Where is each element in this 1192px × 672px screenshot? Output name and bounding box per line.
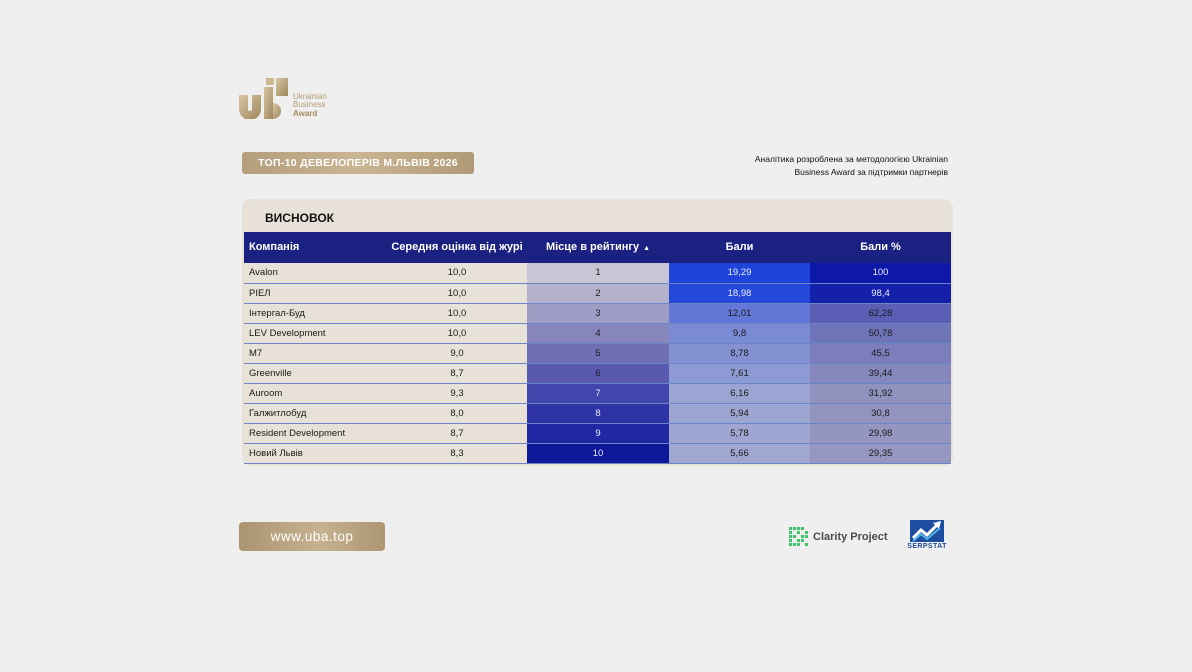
logo-line-2: Business xyxy=(293,100,326,109)
uba-logo-icon xyxy=(239,78,288,119)
cell-jury-score: 8,7 xyxy=(387,423,527,444)
cell-rank: 3 xyxy=(527,303,669,324)
cell-jury-score: 8,0 xyxy=(387,403,527,424)
cell-company: Resident Development xyxy=(244,423,387,444)
table-row[interactable]: LEV Development 10,0 4 9,8 50,78 xyxy=(244,323,951,344)
column-header-rank-label: Місце в рейтингу xyxy=(545,240,640,253)
cell-rank: 7 xyxy=(527,383,669,404)
cell-points-percent: 39,44 xyxy=(810,363,951,384)
cell-points-percent: 31,92 xyxy=(810,383,951,404)
cell-company: LEV Development xyxy=(244,323,387,344)
cell-jury-score: 10,0 xyxy=(387,323,527,344)
cell-rank: 1 xyxy=(527,263,669,284)
cell-jury-score: 9,0 xyxy=(387,343,527,364)
cell-rank: 5 xyxy=(527,343,669,364)
table-row[interactable]: Greenville 8,7 6 7,61 39,44 xyxy=(244,363,951,384)
cell-points-percent: 100 xyxy=(810,263,951,284)
cell-jury-score: 10,0 xyxy=(387,263,527,284)
cell-points-percent: 30,8 xyxy=(810,403,951,424)
cell-company: Інтергал-Буд xyxy=(244,303,387,324)
ranking-table: Компанія Середня оцінка від журі Місце в… xyxy=(244,232,951,464)
cell-points: 9,8 xyxy=(669,323,810,344)
table-row[interactable]: Новий Львів 8,3 10 5,66 29,35 xyxy=(244,443,951,464)
cell-company: M7 xyxy=(244,343,387,364)
cell-points-percent: 45,5 xyxy=(810,343,951,364)
cell-company: Auroom xyxy=(244,383,387,404)
cell-points: 8,78 xyxy=(669,343,810,364)
cell-jury-score: 8,7 xyxy=(387,363,527,384)
table-header-row: Компанія Середня оцінка від журі Місце в… xyxy=(244,232,951,263)
cell-points-percent: 62,28 xyxy=(810,303,951,324)
cell-points: 18,98 xyxy=(669,283,810,304)
cell-points-percent: 50,78 xyxy=(810,323,951,344)
table-row[interactable]: M7 9,0 5 8,78 45,5 xyxy=(244,343,951,364)
serpstat-label: SERPSTAT xyxy=(907,543,947,550)
table-row[interactable]: Інтергал-Буд 10,0 3 12,01 62,28 xyxy=(244,303,951,324)
table-row[interactable]: Галжитлобуд 8,0 8 5,94 30,8 xyxy=(244,403,951,424)
cell-jury-score: 9,3 xyxy=(387,383,527,404)
clarity-project-icon xyxy=(789,527,808,546)
serpstat-logo: SERPSTAT xyxy=(905,520,949,550)
column-header-points-percent[interactable]: Бали % xyxy=(810,232,951,263)
page-title: ТОП-10 ДЕВЕЛОПЕРІВ М.ЛЬВІВ 2026 xyxy=(242,152,474,174)
cell-company: Greenville xyxy=(244,363,387,384)
column-header-jury-score[interactable]: Середня оцінка від журі xyxy=(387,232,527,263)
cell-company: РІЕЛ xyxy=(244,283,387,304)
cell-jury-score: 10,0 xyxy=(387,283,527,304)
serpstat-icon xyxy=(910,520,944,542)
cell-jury-score: 10,0 xyxy=(387,303,527,324)
table-row[interactable]: РІЕЛ 10,0 2 18,98 98,4 xyxy=(244,283,951,304)
cell-rank: 2 xyxy=(527,283,669,304)
cell-jury-score: 8,3 xyxy=(387,443,527,464)
methodology-note: Аналітика розроблена за методологією Ukr… xyxy=(680,153,948,179)
cell-points: 5,94 xyxy=(669,403,810,424)
cell-points: 5,78 xyxy=(669,423,810,444)
note-line-1: Аналітика розроблена за методологією Ukr… xyxy=(754,154,948,164)
website-link[interactable]: www.uba.top xyxy=(239,522,385,551)
cell-points-percent: 29,98 xyxy=(810,423,951,444)
table-row[interactable]: Resident Development 8,7 9 5,78 29,98 xyxy=(244,423,951,444)
uba-logo-text: Ukrainian Business Award xyxy=(293,91,327,120)
column-header-points[interactable]: Бали xyxy=(669,232,810,263)
cell-points: 6,16 xyxy=(669,383,810,404)
cell-rank: 10 xyxy=(527,443,669,464)
note-line-2: Business Award за підтримки партнерів xyxy=(794,167,948,177)
column-header-company[interactable]: Компанія xyxy=(244,232,387,263)
cell-company: Галжитлобуд xyxy=(244,403,387,424)
clarity-project-label: Clarity Project xyxy=(813,531,888,543)
card-title: ВИСНОВОК xyxy=(265,211,334,225)
cell-points: 5,66 xyxy=(669,443,810,464)
cell-points: 7,61 xyxy=(669,363,810,384)
cell-rank: 9 xyxy=(527,423,669,444)
sort-ascending-icon[interactable]: ▲ xyxy=(643,244,651,252)
cell-points: 12,01 xyxy=(669,303,810,324)
cell-points-percent: 98,4 xyxy=(810,283,951,304)
column-header-rank[interactable]: Місце в рейтингу ▲ xyxy=(527,232,669,263)
clarity-project-logo: Clarity Project xyxy=(789,527,888,547)
cell-rank: 6 xyxy=(527,363,669,384)
cell-points-percent: 29,35 xyxy=(810,443,951,464)
cell-rank: 4 xyxy=(527,323,669,344)
table-row[interactable]: Auroom 9,3 7 6,16 31,92 xyxy=(244,383,951,404)
logo-line-3: Award xyxy=(293,108,318,118)
table-row[interactable]: Avalon 10,0 1 19,29 100 xyxy=(244,263,951,284)
cell-points: 19,29 xyxy=(669,263,810,284)
cell-company: Новий Львів xyxy=(244,443,387,464)
cell-company: Avalon xyxy=(244,263,387,284)
logo-line-1: Ukrainian xyxy=(293,91,327,101)
cell-rank: 8 xyxy=(527,403,669,424)
uba-logo: Ukrainian Business Award xyxy=(238,77,327,119)
